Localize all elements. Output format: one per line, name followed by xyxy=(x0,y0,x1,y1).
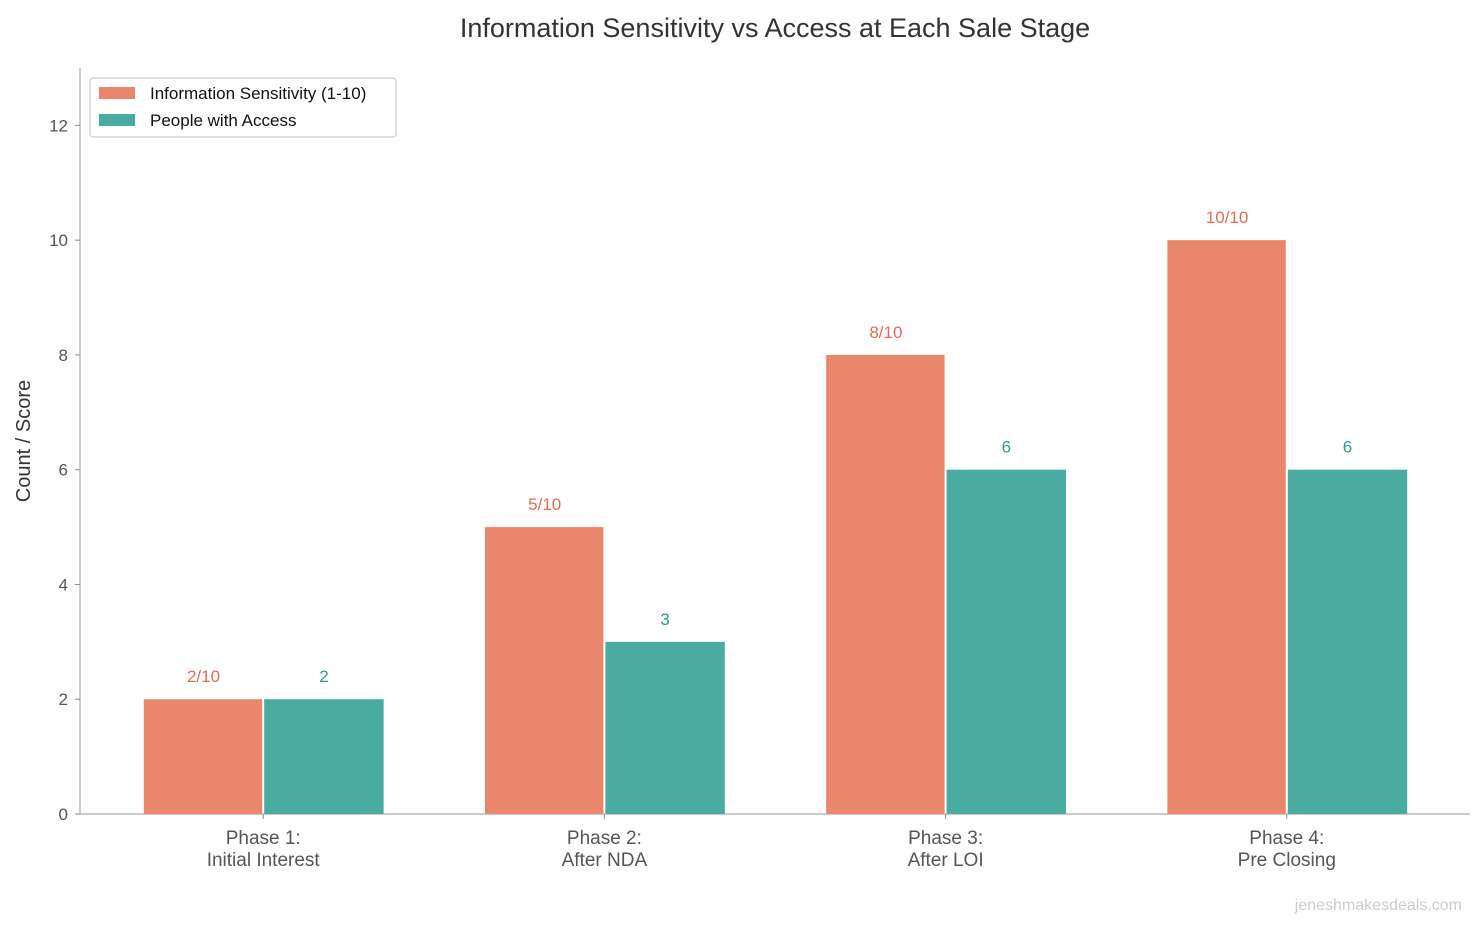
legend-swatch xyxy=(99,87,135,99)
x-tick-label: Phase 1: xyxy=(226,828,301,849)
legend-label: Information Sensitivity (1-10) xyxy=(150,84,366,103)
legend-label: People with Access xyxy=(150,111,296,130)
bar-sensitivity xyxy=(1167,240,1286,815)
y-axis-label: Count / Score xyxy=(13,380,35,502)
watermark: jeneshmakesdeals.com xyxy=(1294,897,1462,914)
data-label: 2 xyxy=(319,667,328,686)
y-tick-label: 2 xyxy=(59,690,68,709)
data-label: 10/10 xyxy=(1206,208,1249,227)
y-tick-label: 12 xyxy=(49,116,68,135)
legend xyxy=(89,77,397,138)
data-label: 6 xyxy=(1002,438,1011,457)
chart-title: Information Sensitivity vs Access at Eac… xyxy=(460,13,1090,43)
y-tick-label: 8 xyxy=(59,346,68,365)
bar-access xyxy=(264,699,384,814)
x-tick-label: Initial Interest xyxy=(207,850,321,871)
x-tick-label: After LOI xyxy=(908,850,984,871)
data-label: 5/10 xyxy=(528,495,561,514)
bar-sensitivity xyxy=(143,699,263,814)
x-tick-label: Phase 3: xyxy=(908,828,983,849)
bar-access xyxy=(1287,469,1408,814)
data-label: 3 xyxy=(660,610,669,629)
data-label: 6 xyxy=(1343,438,1352,457)
data-label: 2/10 xyxy=(187,667,220,686)
x-tick-label: After NDA xyxy=(562,850,648,871)
x-tick-label: Phase 2: xyxy=(567,828,642,849)
bar-access xyxy=(605,641,725,814)
x-tick-label: Pre Closing xyxy=(1238,850,1336,871)
y-tick-label: 10 xyxy=(49,231,68,250)
y-tick-label: 6 xyxy=(59,461,68,480)
bar-access xyxy=(946,469,1067,814)
y-tick-label: 4 xyxy=(59,575,68,594)
legend-swatch xyxy=(99,114,135,126)
bar-sensitivity xyxy=(484,527,604,814)
data-label: 8/10 xyxy=(869,323,902,342)
y-tick-label: 0 xyxy=(59,805,68,824)
bar-sensitivity xyxy=(826,354,945,814)
x-tick-label: Phase 4: xyxy=(1249,828,1324,849)
